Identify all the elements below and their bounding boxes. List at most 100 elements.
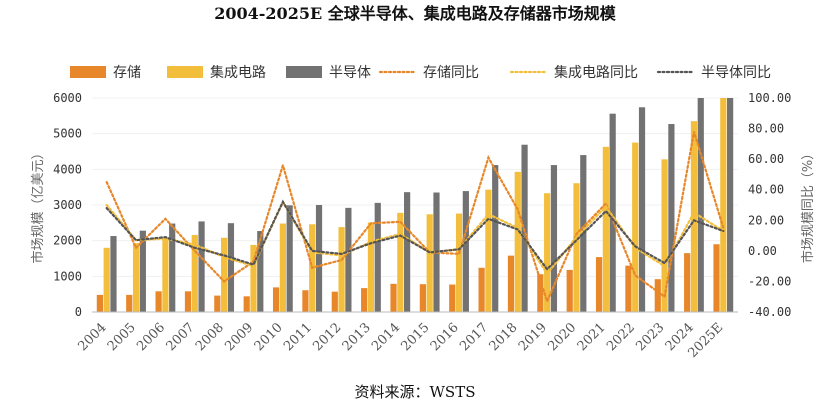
legend-label-存储同比: 存储同比 — [423, 65, 479, 81]
legend-label-集成电路: 集成电路 — [210, 64, 266, 81]
x-tick-label: 2018 — [487, 320, 521, 354]
bar-半导体-2007 — [198, 221, 205, 312]
bar-集成电路-2010 — [279, 223, 286, 312]
bar-集成电路-2007 — [191, 234, 198, 312]
bar-集成电路-2021 — [602, 146, 609, 312]
bar-半导体-2023 — [668, 124, 675, 312]
bar-集成电路-2006 — [162, 237, 169, 312]
bar-集成电路-2018 — [514, 171, 521, 312]
x-tick-label: 2016 — [428, 320, 462, 354]
x-tick-label: 2022 — [604, 320, 638, 354]
line-半导体同比 — [105, 199, 725, 271]
x-tick-label: 2004 — [76, 320, 110, 354]
bar-半导体-2025E — [727, 98, 734, 312]
bar-半导体-2014 — [404, 192, 411, 312]
bar-存储-2006 — [155, 291, 162, 312]
bar-存储-2013 — [361, 288, 368, 312]
y-tick-left: 1000 — [53, 269, 82, 283]
line-存储同比 — [105, 131, 725, 305]
bar-半导体-2017 — [492, 165, 499, 312]
bar-存储-2019 — [537, 274, 544, 312]
chart-title: 2004-2025E 全球半导体、集成电路及存储器市场规模 — [214, 4, 616, 23]
x-tick-label: 2015 — [399, 320, 433, 354]
bar-存储-2008 — [214, 295, 221, 312]
x-tick-label: 2013 — [340, 320, 374, 354]
bar-集成电路-2004 — [103, 247, 110, 312]
bar-存储-2022 — [625, 265, 632, 312]
bar-存储-2010 — [272, 287, 280, 312]
bar-半导体-2012 — [345, 207, 352, 312]
bar-存储-2017 — [478, 267, 485, 312]
y-tick-right: -40.00 — [748, 305, 791, 319]
y-tick-right: 40.00 — [748, 183, 784, 197]
y-tick-right: 0.00 — [748, 244, 777, 258]
bar-存储-2004 — [96, 294, 103, 312]
y-axis-right-label: 市场规模同比（%） — [800, 147, 816, 263]
x-tick-label: 2021 — [575, 320, 609, 354]
bar-存储-2011 — [302, 290, 309, 312]
y-tick-right: -20.00 — [748, 274, 791, 288]
bar-集成电路-2024 — [690, 121, 698, 312]
y-tick-left: 6000 — [53, 91, 82, 105]
bar-存储-2015 — [419, 284, 426, 312]
bar-存储-2020 — [566, 269, 573, 312]
x-tick-label: 2023 — [633, 320, 667, 354]
bar-半导体-2008 — [227, 223, 235, 312]
bar-存储-2025E — [713, 244, 720, 312]
bar-存储-2005 — [126, 294, 133, 312]
bar-存储-2023 — [654, 279, 661, 312]
x-tick-label: 2020 — [545, 320, 579, 354]
x-tick-label: 2009 — [222, 320, 256, 354]
bar-存储-2007 — [184, 291, 192, 312]
bar-存储-2014 — [390, 283, 397, 312]
x-tick-label: 2011 — [281, 320, 315, 354]
x-tick-label: 2014 — [369, 320, 403, 354]
x-tick-label: 2007 — [164, 320, 198, 354]
y-tick-left: 5000 — [53, 127, 82, 141]
bar-半导体-2010 — [286, 205, 293, 312]
bar-存储-2009 — [243, 296, 250, 312]
x-tick-label: 2017 — [457, 320, 491, 354]
legend: 存储 集成电路 半导体 存储同比 集成电路同比 半导体同比 — [70, 64, 771, 81]
y-tick-right: 20.00 — [748, 213, 784, 227]
bar-集成电路-2005 — [132, 243, 140, 312]
y-tick-left: 3000 — [53, 198, 82, 212]
lines — [105, 131, 725, 305]
legend-swatch-集成电路 — [167, 66, 203, 78]
bar-半导体-2016 — [462, 191, 469, 312]
legend-label-半导体同比: 半导体同比 — [701, 65, 771, 81]
bar-集成电路-2019 — [544, 193, 551, 312]
axes: 0 1000 2000 3000 4000 5000 6000 -40.00 -20.00 0.0… — [53, 91, 791, 361]
bar-半导体-2011 — [315, 205, 323, 312]
legend-label-半导体: 半导体 — [329, 65, 371, 81]
bar-半导体-2004 — [110, 236, 117, 312]
bar-存储-2024 — [684, 253, 691, 312]
bar-半导体-2013 — [374, 202, 381, 312]
x-tick-label: 2019 — [516, 320, 550, 354]
bar-存储-2016 — [449, 284, 456, 312]
bar-半导体-2024 — [697, 98, 704, 312]
bar-半导体-2019 — [550, 165, 558, 312]
bar-集成电路-2008 — [221, 237, 228, 312]
bar-集成电路-2025E — [720, 98, 727, 312]
y-tick-right: 80.00 — [748, 122, 784, 136]
bar-集成电路-2023 — [661, 159, 668, 312]
x-tick-label: 2008 — [193, 320, 227, 354]
bar-集成电路-2009 — [250, 244, 257, 312]
bar-存储-2012 — [331, 291, 338, 312]
legend-swatch-存储 — [70, 66, 106, 78]
source-note: 资料来源：WSTS — [355, 383, 476, 401]
bar-半导体-2009 — [257, 231, 264, 312]
y-tick-right: 60.00 — [748, 152, 784, 166]
legend-swatch-半导体 — [286, 66, 322, 78]
legend-label-存储: 存储 — [113, 65, 141, 81]
x-tick-label: 2010 — [252, 320, 286, 354]
bar-集成电路-2017 — [485, 189, 492, 312]
bar-半导体-2022 — [638, 107, 646, 312]
x-tick-label: 2006 — [134, 320, 168, 354]
bar-集成电路-2020 — [573, 183, 580, 312]
bar-集成电路-2022 — [632, 142, 639, 312]
bar-存储-2018 — [507, 255, 515, 312]
y-tick-right: 100.00 — [748, 91, 791, 105]
